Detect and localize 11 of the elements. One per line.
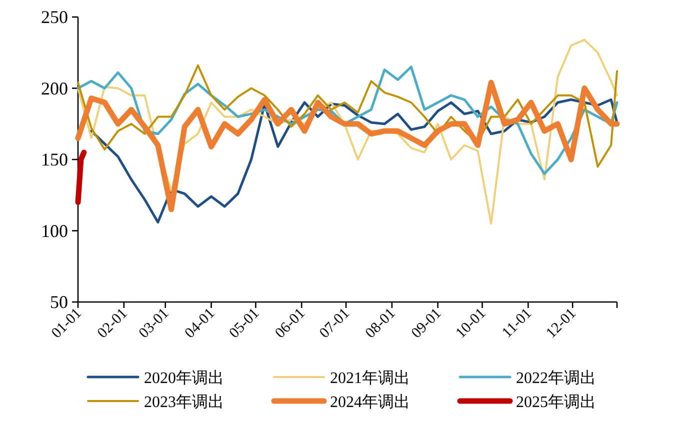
y-tick-label: 100: [41, 220, 68, 241]
legend-label: 2023年调出: [144, 393, 224, 411]
legend-label: 2025年调出: [516, 393, 596, 411]
legend-label: 2024年调出: [330, 393, 410, 411]
y-tick-label: 200: [41, 78, 68, 98]
y-tick-label: 250: [41, 7, 68, 27]
legend-label: 2020年调出: [144, 369, 224, 387]
legend-label: 2022年调出: [516, 369, 596, 387]
y-tick-label: 50: [50, 292, 68, 312]
legend-label: 2021年调出: [330, 369, 410, 387]
y-tick-label: 150: [41, 150, 68, 170]
